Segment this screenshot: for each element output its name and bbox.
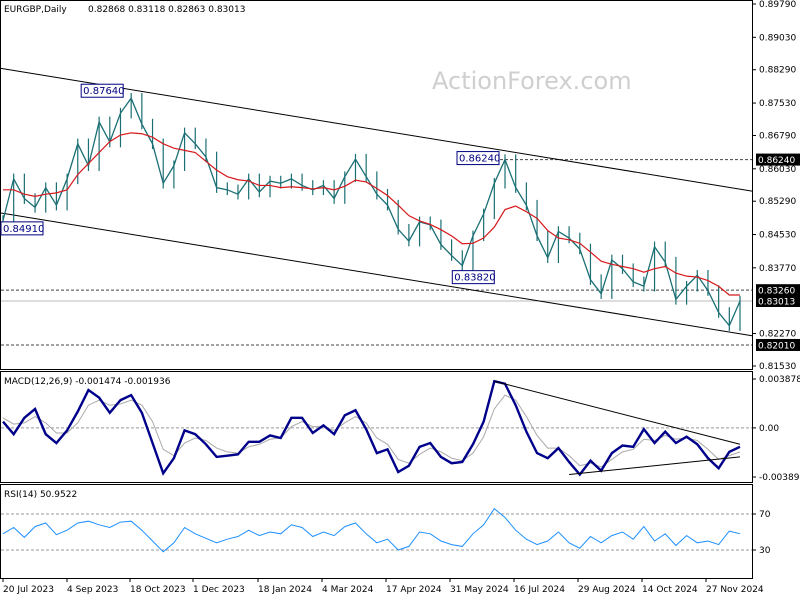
watermark: ActionForex.com (432, 67, 632, 95)
price-ytick-label: 0.83770 (759, 264, 796, 274)
grid-layer (1, 159, 752, 346)
rsi-ytick-label: 30 (759, 546, 771, 556)
level-tag-box (756, 295, 800, 308)
price-ytick-label: 0.81530 (759, 362, 796, 372)
symbol-label: EURGBP,Daily (4, 5, 67, 15)
xtick-label: 18 Jan 2024 (258, 585, 312, 595)
rsi-layer (1, 507, 752, 553)
xtick-label: 27 Nov 2024 (706, 585, 764, 595)
price-line (2, 96, 741, 327)
macd-layer (1, 379, 752, 477)
rsi-header: RSI(14) 50.9522 (4, 490, 77, 500)
xtick-label: 4 Mar 2024 (322, 585, 374, 595)
price-ytick-label: 0.82270 (759, 330, 796, 340)
xtick-label: 18 Oct 2023 (130, 585, 186, 595)
macd-line (2, 379, 741, 477)
xtick-label: 29 Aug 2024 (578, 585, 636, 595)
price-layer (2, 92, 741, 331)
annotation-layer: 0.87640 0.86240 0.84910 0.83820 (0, 83, 500, 285)
macd-header: MACD(12,26,9) -0.001474 -0.001936 (4, 377, 171, 387)
macd-signal-line (2, 394, 741, 468)
swing-label: 0.87640 (83, 86, 124, 97)
swing-label-box (80, 83, 124, 98)
swing-label: 0.86240 (459, 154, 500, 165)
rsi-line (2, 507, 741, 553)
macd-trendline (494, 380, 741, 445)
price-header: EURGBP,Daily 0.82868 0.83118 0.82863 0.8… (4, 5, 245, 15)
swing-label: 0.84910 (3, 224, 44, 235)
xtick-label: 20 Jul 2023 (3, 585, 54, 595)
level-tag-label: 0.83013 (758, 298, 795, 308)
xtick-label: 1 Dec 2023 (193, 585, 245, 595)
swing-label-box (451, 270, 495, 285)
swing-label-box (456, 151, 500, 166)
macd-trendline (569, 456, 741, 476)
xtick-label: 31 May 2024 (450, 585, 509, 595)
ohlc-label: 0.82868 0.83118 0.82863 0.83013 (88, 5, 245, 15)
macd-ytick-label: 0.00 (759, 424, 779, 434)
rsi-ytick-label: 70 (759, 510, 771, 520)
level-tag-box (756, 284, 800, 297)
channel-lower-line (0, 212, 753, 337)
level-tag-label: 0.86240 (758, 156, 795, 166)
macd-ytick-label: 0.003878 (759, 375, 800, 385)
swing-label: 0.83820 (454, 273, 495, 284)
xtick-label: 4 Sep 2023 (67, 585, 118, 595)
xtick-label: 14 Oct 2024 (642, 585, 698, 595)
price-ytick-label: 0.86790 (759, 131, 796, 141)
macd-panel-frame (0, 371, 753, 483)
price-ytick-label: 0.84530 (759, 231, 796, 241)
price-ytick-label: 0.88290 (759, 66, 796, 76)
channel-upper-line (0, 67, 753, 192)
level-tag-box (756, 153, 800, 166)
level-tag-label: 0.83260 (758, 287, 795, 297)
price-ytick-label: 0.89030 (759, 33, 796, 43)
price-panel-frame (0, 0, 753, 370)
price-ytick-label: 0.86030 (759, 165, 796, 175)
swing-label-box (0, 221, 44, 236)
price-ytick-label: 0.89790 (759, 0, 796, 10)
price-ytick-label: 0.87530 (759, 99, 796, 109)
level-tag-box (756, 338, 800, 351)
macd-ytick-label: -0.003894 (759, 473, 800, 483)
level-tag-label: 0.82010 (758, 341, 795, 351)
price-ytick-label: 0.85290 (759, 197, 796, 207)
moving-average-line (3, 132, 740, 296)
trend-channel (0, 67, 753, 337)
rsi-panel-frame (0, 484, 753, 579)
xtick-label: 16 Jul 2024 (514, 585, 565, 595)
xtick-label: 17 Apr 2024 (386, 585, 442, 595)
